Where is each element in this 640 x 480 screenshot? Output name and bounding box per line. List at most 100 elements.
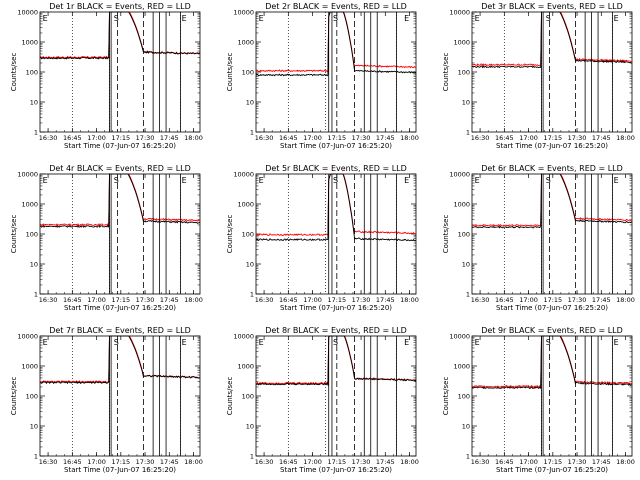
x-tick-label: 17:30 [136, 296, 155, 304]
x-tick-label: 17:00 [87, 458, 106, 466]
x-tick-label: 17:15 [327, 458, 346, 466]
x-tick-label: 16:30 [471, 458, 490, 466]
event-marker-label: S [114, 14, 119, 23]
plot-frame [39, 335, 201, 457]
y-tick-label: 10000 [233, 332, 254, 340]
x-tick-label: 16:45 [63, 134, 82, 142]
x-tick-label: 17:30 [136, 134, 155, 142]
x-tick-label: 18:00 [400, 296, 419, 304]
y-axis-label: Counts/sec [442, 53, 450, 92]
y-tick-label: 1000 [237, 38, 254, 46]
plot-frame [471, 173, 633, 295]
x-tick-label: 17:00 [303, 296, 322, 304]
event-marker-label: E [259, 176, 264, 185]
event-marker-label: E [182, 14, 187, 23]
y-axis-label: Counts/sec [226, 53, 234, 92]
panel-title: Det 8r BLACK = Events, RED = LLD [265, 326, 407, 335]
x-tick-label: 17:00 [519, 134, 538, 142]
y-tick-label: 10000 [449, 8, 470, 16]
x-tick-label: 16:30 [255, 296, 274, 304]
x-tick-label: 17:15 [543, 134, 562, 142]
x-tick-label: 17:15 [111, 458, 130, 466]
y-tick-label: 100 [242, 230, 254, 238]
y-tick-label: 1000 [453, 362, 470, 370]
event-marker-label: S [546, 338, 551, 347]
x-tick-label: 17:30 [568, 134, 587, 142]
y-tick-label: 10 [246, 98, 254, 106]
x-tick-label: 17:30 [352, 458, 371, 466]
event-marker-label: E [475, 338, 480, 347]
panel-title: Det 7r BLACK = Events, RED = LLD [49, 326, 191, 335]
y-tick-label: 1 [34, 290, 38, 298]
panel-title: Det 1r BLACK = Events, RED = LLD [49, 2, 191, 11]
y-tick-label: 1 [466, 290, 470, 298]
y-tick-label: 1000 [21, 200, 38, 208]
x-axis-label: Start Time (07-Jun-07 16:25:20) [64, 304, 176, 312]
event-marker-label: E [182, 176, 187, 185]
x-tick-label: 17:45 [592, 134, 611, 142]
y-axis-label: Counts/sec [226, 215, 234, 254]
x-tick-label: 17:15 [543, 296, 562, 304]
x-tick-label: 17:45 [592, 458, 611, 466]
detector-panel: Det 5r BLACK = Events, RED = LLD 1 10 100 10… [226, 164, 419, 312]
x-tick-label: 16:45 [279, 296, 298, 304]
event-marker-label: S [114, 176, 119, 185]
event-marker-label: E [43, 338, 48, 347]
event-marker-label: S [546, 176, 551, 185]
lld-series-line [39, 11, 201, 59]
x-tick-label: 16:30 [471, 134, 490, 142]
detector-panel: Det 2r BLACK = Events, RED = LLD 1 10 100 10… [226, 2, 419, 150]
y-tick-label: 10000 [17, 170, 38, 178]
y-tick-label: 10 [462, 422, 470, 430]
x-tick-label: 16:45 [279, 134, 298, 142]
x-tick-label: 17:30 [352, 134, 371, 142]
detector-panel: Det 8r BLACK = Events, RED = LLD 1 10 100 10… [226, 326, 419, 474]
x-axis-label: Start Time (07-Jun-07 16:25:20) [280, 142, 392, 150]
lld-series-line [39, 335, 201, 384]
y-axis-label: Counts/sec [10, 215, 18, 254]
y-tick-label: 1 [250, 290, 254, 298]
plot-frame [255, 335, 417, 457]
lld-series-line [39, 173, 201, 227]
events-series-line [255, 335, 417, 387]
x-tick-label: 17:45 [376, 134, 395, 142]
x-tick-label: 17:45 [376, 296, 395, 304]
x-tick-label: 17:00 [519, 458, 538, 466]
x-tick-label: 18:00 [616, 458, 635, 466]
plot-frame [471, 11, 633, 133]
y-axis-label: Counts/sec [442, 377, 450, 416]
x-tick-label: 16:45 [63, 296, 82, 304]
y-tick-label: 100 [242, 392, 254, 400]
detector-panel: Det 3r BLACK = Events, RED = LLD 1 10 100 10… [442, 2, 635, 150]
y-tick-label: 10000 [17, 8, 38, 16]
x-axis-label: Start Time (07-Jun-07 16:25:20) [496, 304, 608, 312]
y-tick-label: 1000 [21, 362, 38, 370]
panel-title: Det 9r BLACK = Events, RED = LLD [481, 326, 623, 335]
x-tick-label: 16:30 [39, 296, 58, 304]
y-tick-label: 1 [250, 452, 254, 460]
x-axis-label: Start Time (07-Jun-07 16:25:20) [496, 142, 608, 150]
x-tick-label: 17:15 [111, 296, 130, 304]
y-tick-label: 100 [242, 68, 254, 76]
detector-panel: Det 1r BLACK = Events, RED = LLD 1 10 100 10… [10, 2, 203, 150]
y-tick-label: 100 [458, 230, 470, 238]
x-tick-label: 17:45 [160, 134, 179, 142]
x-tick-label: 16:45 [279, 458, 298, 466]
event-marker-label: E [475, 176, 480, 185]
y-tick-label: 100 [26, 230, 38, 238]
y-tick-label: 10000 [449, 332, 470, 340]
x-tick-label: 16:30 [39, 134, 58, 142]
y-tick-label: 1000 [453, 38, 470, 46]
event-marker-label: S [333, 14, 338, 23]
x-axis-label: Start Time (07-Jun-07 16:25:20) [496, 466, 608, 474]
events-series-line [39, 335, 201, 385]
x-axis-label: Start Time (07-Jun-07 16:25:20) [64, 142, 176, 150]
x-tick-label: 17:15 [327, 296, 346, 304]
plot-frame [39, 173, 201, 295]
y-tick-label: 10 [30, 98, 38, 106]
event-marker-label: E [614, 14, 619, 23]
x-tick-label: 18:00 [616, 296, 635, 304]
y-tick-label: 10 [246, 260, 254, 268]
plot-frame [471, 335, 633, 457]
